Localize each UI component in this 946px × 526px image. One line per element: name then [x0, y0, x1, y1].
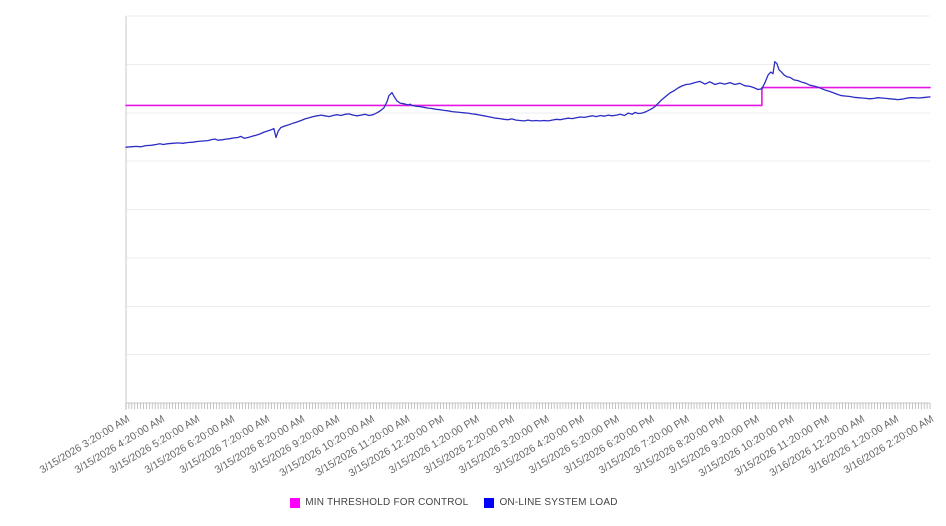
legend-item-system-load[interactable]: ON-LINE SYSTEM LOAD — [484, 497, 618, 508]
legend-item-min-threshold[interactable]: MIN THRESHOLD FOR CONTROL — [290, 497, 468, 508]
system-load-line — [125, 61, 931, 148]
legend-swatch-min-threshold-icon — [290, 497, 301, 508]
threshold-line — [125, 86, 931, 107]
legend-label-system-load: ON-LINE SYSTEM LOAD — [499, 497, 618, 508]
legend-swatch-system-load-icon — [484, 497, 495, 508]
legend: MIN THRESHOLD FOR CONTROL ON-LINE SYSTEM… — [0, 497, 927, 508]
legend-label-min-threshold: MIN THRESHOLD FOR CONTROL — [305, 497, 469, 508]
